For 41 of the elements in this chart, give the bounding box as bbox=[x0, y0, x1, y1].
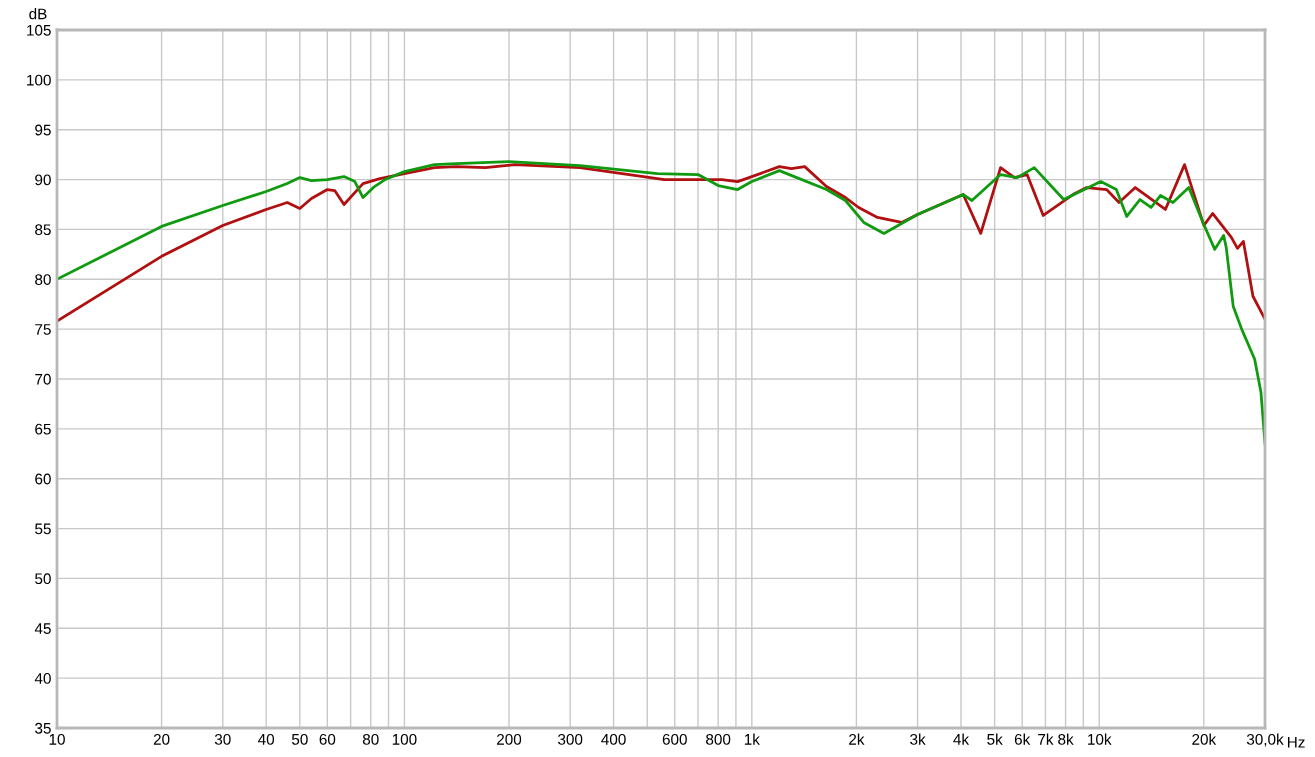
x-tick-label: 60 bbox=[319, 733, 336, 745]
x-tick-label: 10 bbox=[49, 733, 65, 745]
x-tick-label: 400 bbox=[601, 733, 626, 745]
x-tick-label: 30 bbox=[214, 733, 231, 745]
x-tick-label: 200 bbox=[497, 733, 522, 745]
y-tick-label: 95 bbox=[35, 124, 51, 136]
y-tick-label: 60 bbox=[35, 473, 51, 485]
x-tick-label: 300 bbox=[558, 733, 583, 745]
y-tick-label: 40 bbox=[34, 673, 51, 684]
y-tick-label: 35 bbox=[35, 722, 51, 734]
x-tick-label: 1k bbox=[744, 733, 760, 745]
x-tick-label: 7k bbox=[1038, 733, 1054, 745]
y-tick-label: 90 bbox=[35, 174, 51, 186]
x-tick-label: 600 bbox=[662, 733, 687, 745]
x-tick-label: 4k bbox=[953, 733, 970, 745]
x-tick-label: 30,0k bbox=[1246, 733, 1284, 747]
y-tick-label: 75 bbox=[35, 324, 51, 335]
x-tick-label: 800 bbox=[706, 733, 731, 745]
x-tick-label: 40 bbox=[258, 733, 275, 745]
x-tick-label: 100 bbox=[392, 733, 417, 745]
y-tick-label: 80 bbox=[35, 274, 51, 285]
y-tick-label: 55 bbox=[35, 523, 51, 535]
x-axis-title: Hz bbox=[1288, 736, 1305, 748]
y-tick-label: 100 bbox=[27, 74, 51, 86]
x-tick-label: 2k bbox=[849, 733, 865, 745]
x-tick-label: 20k bbox=[1192, 733, 1217, 745]
x-tick-label: 3k bbox=[910, 733, 926, 745]
y-tick-label: 50 bbox=[35, 573, 51, 585]
x-tick-label: 80 bbox=[362, 733, 379, 745]
x-tick-label: 6k bbox=[1014, 733, 1031, 745]
x-tick-label: 50 bbox=[291, 733, 308, 745]
y-tick-label: 45 bbox=[34, 623, 51, 634]
y-tick-label: 70 bbox=[35, 373, 51, 385]
x-tick-label: 10k bbox=[1088, 733, 1112, 745]
y-axis-title: dB bbox=[29, 8, 47, 20]
y-tick-label: 85 bbox=[35, 224, 51, 236]
x-tick-label: 5k bbox=[987, 733, 1003, 745]
y-tick-label: 65 bbox=[35, 423, 51, 435]
y-tick-label: 105 bbox=[27, 24, 51, 36]
x-tick-label: 20 bbox=[153, 733, 170, 745]
x-tick-label: 8k bbox=[1058, 733, 1074, 745]
